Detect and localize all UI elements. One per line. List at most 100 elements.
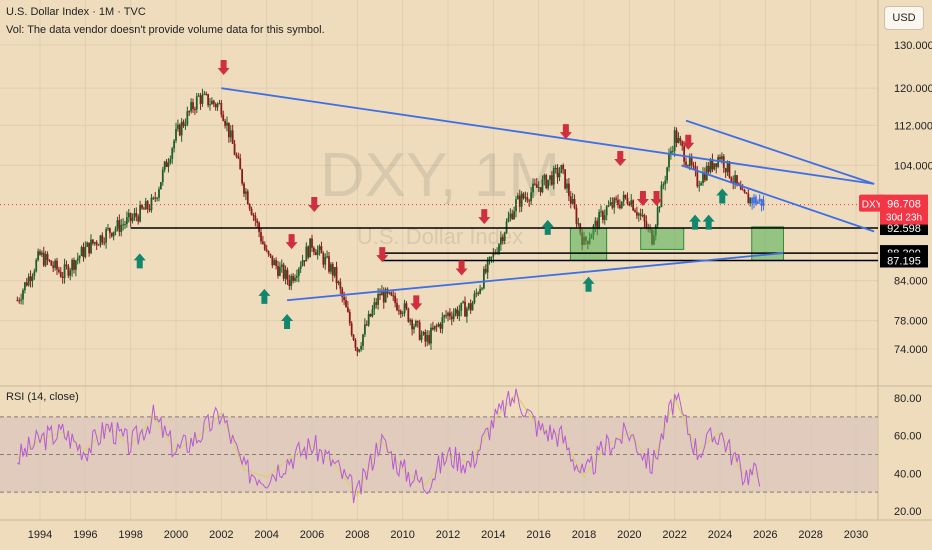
candle-body: [637, 213, 640, 216]
candle-body: [435, 325, 438, 327]
candle-body: [685, 161, 687, 166]
candle-body: [505, 221, 508, 233]
candle-body: [40, 252, 43, 255]
time-tick-label: 2002: [209, 529, 233, 541]
candle-body: [498, 244, 500, 253]
candle-body: [367, 314, 370, 326]
candle-body: [108, 228, 111, 233]
candle-body: [537, 187, 540, 189]
buy-arrow: [582, 276, 595, 292]
candle-body: [148, 208, 151, 211]
candle-body: [335, 266, 338, 284]
candle-body: [477, 292, 480, 294]
candle-body: [411, 319, 414, 330]
candle-body: [74, 260, 77, 270]
time-tick-label: 2006: [300, 529, 324, 541]
candle-body: [669, 151, 672, 155]
sell-arrow: [636, 190, 649, 206]
candle-body: [566, 183, 568, 189]
time-tick-label: 2024: [708, 529, 732, 541]
candle-body: [67, 266, 70, 276]
candle-body: [554, 167, 557, 169]
candle-body: [460, 302, 463, 311]
time-tick-label: 2010: [390, 529, 414, 541]
candle-body: [422, 332, 425, 335]
candle-body: [673, 130, 676, 151]
candle-body: [256, 220, 259, 223]
candle-body: [42, 252, 45, 266]
candle-body: [95, 242, 98, 245]
candle-body: [37, 251, 40, 260]
candle-body: [450, 316, 453, 320]
candle-body: [501, 237, 504, 242]
candle-body: [88, 242, 91, 254]
candle-body: [80, 247, 83, 257]
candle-body: [261, 241, 264, 245]
candle-body: [437, 324, 440, 327]
candle-body: [758, 198, 761, 202]
candle-body: [161, 169, 164, 183]
candle-body: [205, 93, 208, 95]
candle-body: [275, 260, 278, 266]
candle-body: [273, 260, 276, 266]
time-tick-label: 2028: [798, 529, 822, 541]
currency-button[interactable]: USD: [884, 6, 924, 30]
candle-body: [397, 310, 400, 312]
time-tick-label: 1994: [28, 529, 52, 541]
candle-body: [212, 100, 215, 104]
rsi-tick-label: 60.00: [894, 431, 922, 443]
candle-body: [114, 228, 117, 232]
candle-body: [46, 253, 49, 261]
candle-body: [577, 223, 580, 225]
candle-body: [218, 103, 221, 105]
candle-body: [307, 246, 310, 258]
buy-arrow: [702, 214, 715, 230]
trendline: [221, 87, 875, 185]
candle-body: [292, 275, 295, 281]
candle-body: [703, 172, 706, 181]
candle-body: [686, 165, 689, 167]
candle-body: [254, 215, 257, 221]
current-price-label: 96.708: [887, 199, 921, 211]
candle-body: [499, 237, 502, 245]
candle-body: [61, 276, 64, 278]
candle-body: [316, 249, 319, 256]
candle-body: [371, 309, 374, 317]
candle-body: [343, 297, 346, 301]
candle-body: [178, 124, 181, 136]
candle-body: [600, 211, 602, 213]
candle-body: [573, 199, 576, 208]
candle-body: [244, 191, 247, 194]
candle-body: [658, 207, 661, 209]
candle-body: [626, 197, 629, 204]
candle-body: [515, 199, 517, 212]
candle-body: [116, 220, 119, 229]
candle-body: [617, 199, 619, 206]
candle-body: [277, 265, 279, 276]
candle-body: [458, 310, 461, 317]
candle-body: [407, 308, 410, 322]
time-tick-label: 2022: [662, 529, 686, 541]
candle-body: [605, 206, 608, 216]
ticker-badge: [859, 194, 885, 212]
candle-body: [503, 232, 506, 242]
candle-body: [380, 291, 383, 296]
candle-body: [615, 198, 618, 200]
candle-body: [709, 159, 712, 172]
candle-body: [309, 238, 312, 258]
candles: [16, 88, 765, 357]
candle-body: [448, 312, 451, 317]
candle-body: [227, 122, 230, 138]
candle-body: [288, 279, 291, 286]
candle-body: [662, 184, 665, 186]
price-tick-label: 112.000: [894, 120, 932, 132]
candle-body: [416, 320, 419, 323]
candle-body: [154, 197, 157, 199]
candle-body: [271, 255, 274, 266]
candle-body: [392, 295, 395, 297]
candle-body: [54, 260, 57, 268]
candle-body: [526, 197, 529, 201]
candle-body: [598, 212, 601, 230]
candle-body: [299, 265, 302, 269]
candle-body: [107, 228, 109, 230]
